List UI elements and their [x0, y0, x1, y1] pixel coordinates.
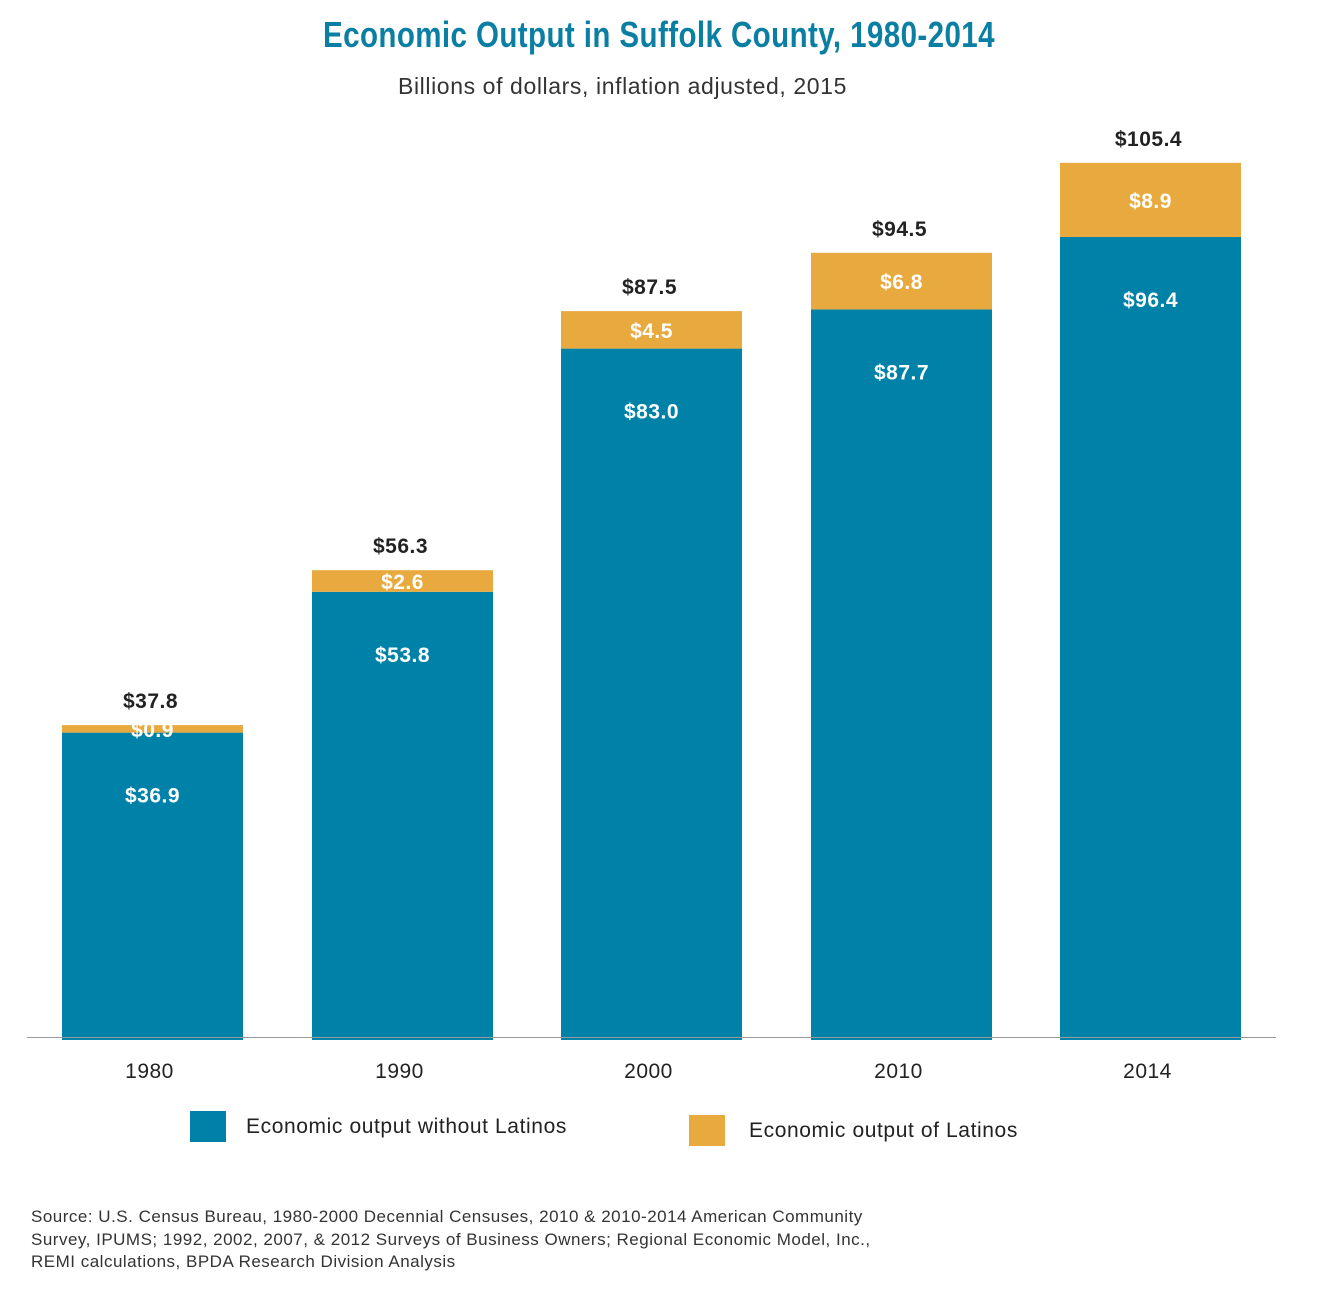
bar-without-latinos	[1060, 236, 1241, 1040]
data-label-without-latinos: $36.9	[125, 785, 180, 808]
bar-latinos	[312, 570, 493, 592]
legend-label: Economic output without Latinos	[246, 1114, 567, 1138]
bar-without-latinos	[312, 591, 493, 1040]
data-label-latinos: $8.9	[1129, 190, 1172, 213]
x-tick-label: 1980	[125, 1060, 174, 1083]
data-label-without-latinos: $83.0	[624, 401, 679, 424]
legend-swatch-teal	[190, 1111, 226, 1142]
chart-subtitle: Billions of dollars, inflation adjusted,…	[398, 73, 847, 99]
bar-without-latinos	[561, 348, 742, 1040]
total-label: $105.4	[1115, 128, 1182, 151]
total-label: $87.5	[622, 276, 677, 299]
data-label-latinos: $2.6	[381, 571, 424, 594]
bar-without-latinos	[62, 732, 243, 1040]
source-line: REMI calculations, BPDA Research Divisio…	[31, 1252, 456, 1271]
total-label: $37.8	[123, 690, 178, 713]
source-line: Survey, IPUMS; 1992, 2002, 2007, & 2012 …	[31, 1229, 871, 1249]
source-note: Source: U.S. Census Bureau, 1980-2000 De…	[31, 1206, 871, 1274]
bar-latinos	[561, 311, 742, 349]
legend-swatch-gold	[689, 1115, 725, 1146]
legend-label: Economic output of Latinos	[749, 1118, 1018, 1142]
data-label-latinos: $6.8	[880, 271, 923, 294]
data-label-without-latinos: $87.7	[874, 361, 929, 384]
data-label-without-latinos: $96.4	[1123, 289, 1178, 312]
source-line: Source: U.S. Census Bureau, 1980-2000 De…	[31, 1207, 863, 1226]
chart-title: Economic Output in Suffolk County, 1980-…	[323, 14, 995, 55]
x-tick-label: 2000	[624, 1060, 673, 1083]
total-label: $56.3	[373, 535, 428, 558]
bar-latinos	[62, 725, 243, 733]
legend-item-latinos: Economic output of Latinos	[689, 1115, 1018, 1146]
bar-latinos	[811, 252, 992, 310]
total-label: $94.5	[872, 218, 927, 241]
bar-latinos	[1060, 162, 1241, 237]
data-label-without-latinos: $53.8	[375, 644, 430, 667]
x-tick-label: 2010	[874, 1060, 923, 1083]
data-label-latinos: $4.5	[630, 320, 673, 343]
data-label-latinos: $0.9	[131, 719, 174, 742]
legend-item-without-latinos: Economic output without Latinos	[190, 1111, 567, 1142]
x-tick-label: 2014	[1123, 1060, 1172, 1083]
bar-without-latinos	[811, 309, 992, 1040]
x-tick-label: 1990	[375, 1060, 424, 1083]
